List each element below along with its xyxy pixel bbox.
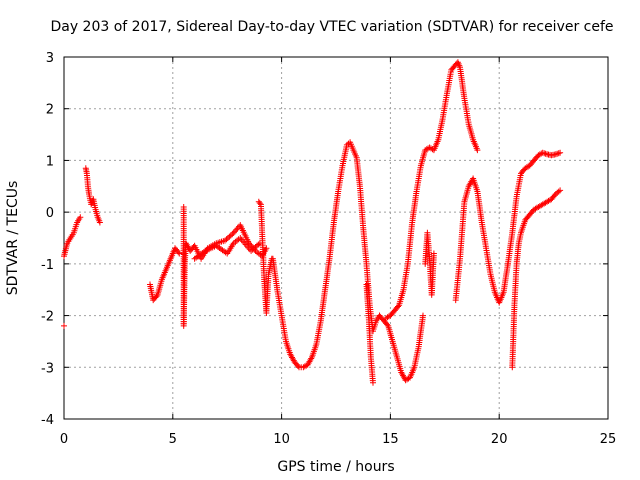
data-point — [263, 245, 270, 252]
y-tick-label: -3 — [41, 361, 54, 376]
data-point — [395, 303, 401, 310]
axis-ticks — [63, 56, 609, 420]
data-points — [61, 59, 564, 386]
data-point — [249, 246, 256, 253]
x-tick-label: 25 — [600, 432, 617, 447]
y-tick-label: 0 — [46, 206, 54, 221]
x-tick-label: 15 — [382, 432, 399, 447]
y-tick-label: 3 — [46, 51, 54, 66]
y-tick-label: -4 — [41, 413, 54, 428]
chart-title: Day 203 of 2017, Sidereal Day-to-day VTE… — [50, 19, 613, 35]
data-point — [223, 236, 230, 243]
x-tick-label: 5 — [169, 432, 177, 447]
x-tick-label: 20 — [491, 432, 508, 447]
data-point — [77, 214, 84, 221]
data-point — [226, 233, 233, 240]
data-point — [176, 250, 183, 257]
x-axis-label: GPS time / hours — [277, 459, 394, 475]
data-point — [255, 241, 262, 248]
data-point — [256, 200, 263, 207]
y-tick-label: -1 — [41, 258, 54, 273]
data-point — [61, 322, 67, 329]
data-point — [175, 249, 182, 256]
data-point — [420, 312, 426, 319]
x-tick-labels: 0 5 10 15 20 25 — [60, 432, 616, 447]
data-point — [370, 379, 376, 386]
data-point — [96, 219, 103, 226]
grid — [64, 57, 608, 419]
data-point — [557, 149, 564, 156]
data-point — [294, 363, 301, 369]
x-tick-label: 0 — [60, 432, 68, 447]
x-tick-label: 10 — [273, 432, 290, 447]
y-tick-label: 2 — [46, 103, 54, 118]
data-point — [229, 231, 236, 238]
y-tick-label: 1 — [46, 154, 54, 169]
y-tick-labels: -4 -3 -2 -1 0 1 2 3 — [41, 51, 54, 428]
data-point — [474, 147, 481, 154]
data-point — [153, 293, 160, 300]
data-point — [555, 188, 562, 195]
plot-frame — [63, 56, 609, 420]
data-point — [384, 321, 391, 328]
data-point — [430, 250, 437, 257]
y-tick-label: -2 — [41, 310, 54, 325]
y-axis-label: SDTVAR / TECUs — [5, 181, 21, 296]
data-point — [557, 187, 564, 194]
